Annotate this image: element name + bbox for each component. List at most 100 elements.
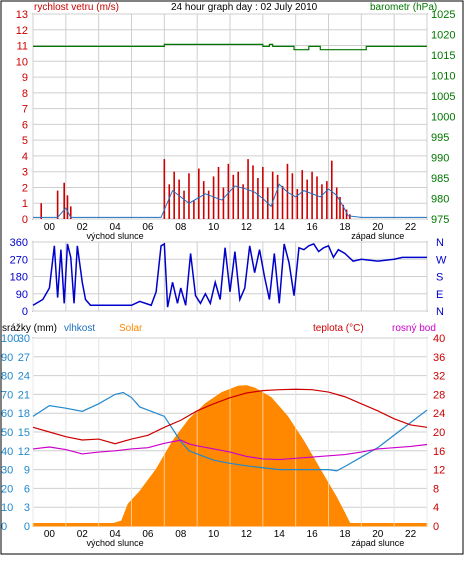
- x-tick-label: 14: [274, 529, 286, 540]
- temperature-tick-label: 32: [433, 371, 445, 383]
- compass-tick-label: S: [436, 272, 443, 284]
- x-tick-label: 02: [77, 222, 89, 233]
- x-tick-label: 22: [405, 529, 417, 540]
- compass-tick-label: N: [436, 237, 444, 249]
- x-tick-label: 18: [339, 529, 351, 540]
- legend-temperature: teplota (°C): [313, 323, 364, 334]
- dewpoint-line: [32, 439, 428, 461]
- barometer-tick-label: 990: [431, 153, 449, 165]
- compass-tick-label: N: [436, 306, 444, 318]
- x-tick-label: 06: [142, 529, 154, 540]
- precip-tick-label: 40: [1, 446, 13, 458]
- wind-direction-line: [32, 242, 427, 308]
- humidity-line: [32, 391, 428, 472]
- x-tick-label: 20: [372, 222, 384, 233]
- x-tick-label: 04: [110, 222, 122, 233]
- humidity-tick-label: 0: [24, 521, 30, 533]
- temperature-tick-label: 20: [433, 427, 445, 439]
- precip-tick-label: 30: [1, 465, 13, 477]
- legend-solar: Solar: [119, 323, 143, 334]
- precip-tick-label: 90: [1, 352, 13, 364]
- x-tick-label: 20: [372, 529, 384, 540]
- direction-tick-label: 0: [22, 306, 28, 318]
- legend-dewpoint: rosný bod: [392, 323, 436, 334]
- x-tick-label: 14: [274, 222, 286, 233]
- barometer-tick-label: 975: [431, 214, 449, 226]
- barometer-tick-label: 1000: [431, 112, 455, 124]
- temperature-tick-label: 8: [433, 483, 439, 495]
- barometer-axis-label: barometr (hPa): [370, 2, 437, 13]
- wind-tick-label: 12: [16, 25, 28, 37]
- temperature-tick-label: 4: [433, 502, 439, 514]
- wind-axis-label: rychlost vetru (m/s): [34, 2, 119, 13]
- x-tick-label: 16: [307, 529, 319, 540]
- direction-tick-label: 270: [10, 254, 28, 266]
- precip-tick-label: 70: [1, 389, 13, 401]
- direction-tick-label: 360: [10, 237, 28, 249]
- x-tick-label: 06: [142, 222, 154, 233]
- barometer-tick-label: 1015: [431, 50, 455, 62]
- wind-tick-label: 0: [22, 214, 28, 226]
- humidity-tick-label: 15: [18, 427, 30, 439]
- temperature-tick-label: 24: [433, 408, 445, 420]
- wind-tick-label: 3: [22, 167, 28, 179]
- humidity-tick-label: 18: [18, 408, 30, 420]
- humidity-tick-label: 9: [24, 465, 30, 477]
- x-tick-label: 08: [175, 529, 187, 540]
- legend-humidity: vlhkost: [64, 323, 95, 334]
- humidity-tick-label: 6: [24, 483, 30, 495]
- panel-wind-x-axis: 00 02 04 06 08 10 12 14 16 18 20 22 východ slunce záp…: [44, 222, 417, 241]
- temperature-line: [32, 388, 428, 445]
- x-tick-label: 12: [241, 529, 253, 540]
- humidity-tick-label: 21: [18, 389, 30, 401]
- humidity-tick-label: 24: [18, 371, 30, 383]
- precip-tick-label: 60: [1, 408, 13, 420]
- temperature-tick-label: 16: [433, 446, 445, 458]
- wind-tick-label: 9: [22, 72, 28, 84]
- humidity-tick-label: 3: [24, 502, 30, 514]
- x-tick-label: 10: [208, 222, 220, 233]
- sunset-label: západ slunce: [351, 538, 404, 548]
- barometer-tick-label: 1020: [431, 30, 455, 42]
- panel-direction-data: [32, 242, 427, 308]
- wind-tick-label: 6: [22, 119, 28, 131]
- compass-tick-label: W: [436, 254, 447, 266]
- wind-tick-label: 7: [22, 104, 28, 116]
- x-tick-label: 02: [77, 529, 89, 540]
- temperature-tick-label: 40: [433, 333, 445, 345]
- panel-temperature-data: [32, 338, 428, 527]
- wind-tick-label: 10: [16, 56, 28, 68]
- precip-tick-label: 10: [1, 502, 13, 514]
- direction-tick-label: 90: [16, 289, 28, 301]
- temperature-y-axis: 0 4 8 12 16 20 24 28 32 36 40: [433, 333, 445, 533]
- sunrise-label: východ slunce: [87, 231, 144, 241]
- x-tick-label: 16: [307, 222, 319, 233]
- barometer-tick-label: 980: [431, 194, 449, 206]
- x-tick-label: 18: [339, 222, 351, 233]
- x-tick-label: 00: [44, 529, 56, 540]
- temperature-tick-label: 36: [433, 352, 445, 364]
- humidity-tick-label: 27: [18, 352, 30, 364]
- temperature-tick-label: 28: [433, 389, 445, 401]
- wind-tick-label: 13: [16, 9, 28, 21]
- barometer-tick-label: 995: [431, 132, 449, 144]
- panel-temperature-x-axis: 00 02 04 06 08 10 12 14 16 18 20 22 východ slunce záp…: [44, 529, 417, 548]
- wind-tick-label: 2: [22, 182, 28, 194]
- humidity-y-axis: 0 3 6 9 12 15 18 21 24 27 30: [18, 333, 30, 533]
- barometer-line: [33, 43, 427, 51]
- legend-precip: srážky (mm): [2, 323, 57, 334]
- barometer-tick-label: 1010: [431, 71, 455, 83]
- direction-y-axis-degrees: 360 270 180 90 0: [10, 237, 28, 318]
- temperature-tick-label: 12: [433, 465, 445, 477]
- x-tick-label: 04: [110, 529, 122, 540]
- x-tick-label: 12: [241, 222, 253, 233]
- wind-tick-label: 4: [22, 151, 28, 163]
- temperature-tick-label: 0: [433, 521, 439, 533]
- precip-tick-label: 80: [1, 371, 13, 383]
- barometer-tick-label: 1025: [431, 9, 455, 21]
- panel-direction-grid: [32, 241, 428, 312]
- precip-tick-label: 20: [1, 483, 13, 495]
